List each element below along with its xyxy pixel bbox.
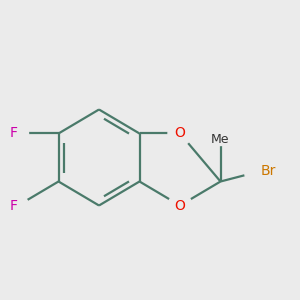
Circle shape — [168, 194, 192, 218]
Circle shape — [244, 154, 278, 188]
Text: Br: Br — [261, 164, 276, 178]
Circle shape — [8, 123, 29, 144]
Text: F: F — [10, 199, 18, 212]
Circle shape — [168, 122, 192, 146]
Text: O: O — [175, 199, 185, 212]
Text: Me: Me — [211, 134, 230, 146]
Circle shape — [8, 195, 29, 216]
Circle shape — [208, 122, 232, 146]
Text: O: O — [175, 127, 185, 140]
Text: F: F — [10, 127, 18, 140]
